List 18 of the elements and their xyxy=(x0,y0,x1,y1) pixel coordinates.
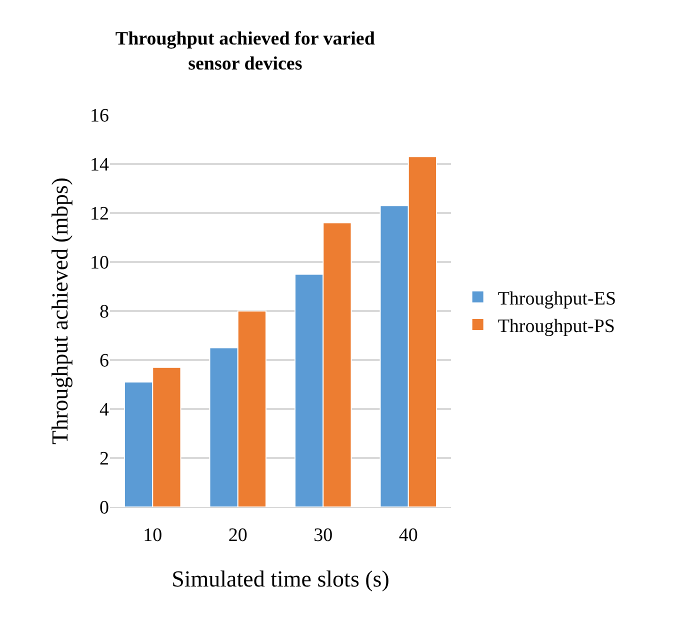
chart-title: Throughput achieved for varied sensor devices xyxy=(115,28,376,74)
y-tick-label: 6 xyxy=(100,350,109,372)
y-axis-title: Throughput achieved (mbps) xyxy=(47,178,72,444)
y-tick-label: 2 xyxy=(100,448,109,470)
y-tick-label: 16 xyxy=(90,106,109,127)
x-tick-label: 20 xyxy=(228,524,248,546)
y-tick-label: 8 xyxy=(100,302,109,323)
y-tick-label: 10 xyxy=(90,252,109,274)
x-tick-label: 30 xyxy=(314,524,333,546)
x-axis-title: Simulated time slots (s) xyxy=(172,566,390,592)
y-tick-label: 12 xyxy=(90,204,109,225)
y-tick-label: 14 xyxy=(90,154,110,176)
legend-label: Throughput-PS xyxy=(498,316,616,337)
y-tick-label: 4 xyxy=(100,400,110,421)
x-tick-label: 10 xyxy=(143,524,162,546)
y-tick-label: 0 xyxy=(100,498,109,519)
x-tick-label: 40 xyxy=(398,524,418,546)
legend-label: Throughput-ES xyxy=(498,288,616,310)
